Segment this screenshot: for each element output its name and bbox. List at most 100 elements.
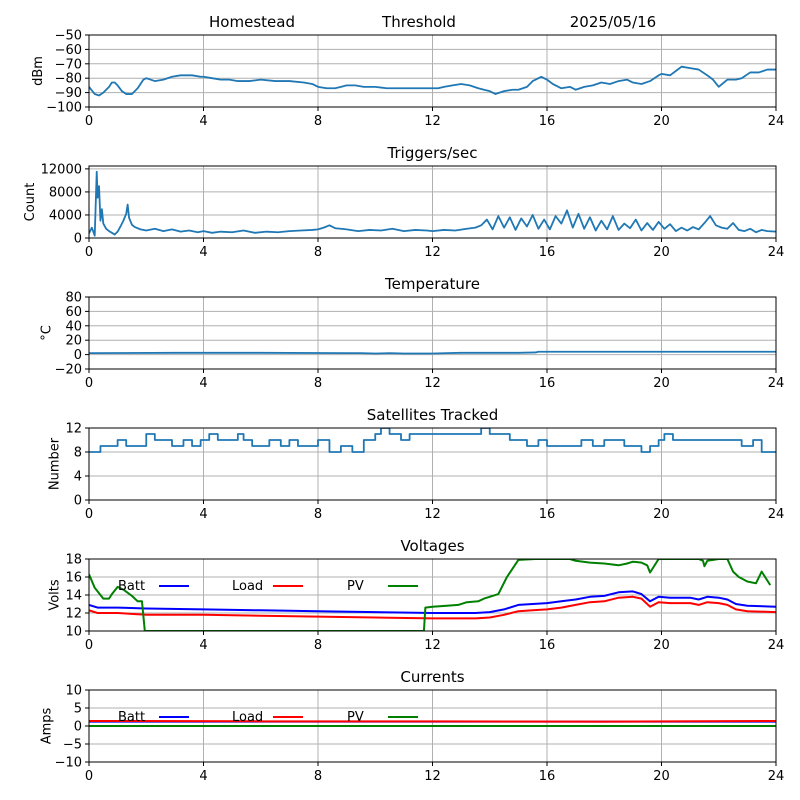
x-tick-label: 0: [85, 114, 93, 129]
y-tick-label: 8000: [49, 185, 82, 200]
panel-triggers: 0 4 8 12 16 20 24 0 4000 8000 12000 Triggers/sec Cou…: [23, 144, 784, 260]
x-tick-label: 24: [768, 114, 785, 129]
header-mode: Threshold: [381, 13, 456, 31]
y-tick-label: 14: [65, 589, 82, 604]
series-line-voltages-load: [89, 595, 776, 620]
y-axis-label: dBm: [31, 56, 46, 86]
y-tick-label: 12: [65, 422, 82, 437]
x-tick-label: 24: [768, 245, 785, 260]
y-tick-label: 20: [65, 334, 82, 349]
legend-label-batt: Batt: [118, 579, 145, 594]
y-axis-label: Number: [48, 437, 63, 490]
x-tick-label: 20: [653, 114, 670, 129]
x-tick-label: 24: [768, 507, 785, 522]
x-tick-label: 12: [424, 769, 441, 784]
x-tick-label: 16: [539, 769, 556, 784]
series-line-signal-0: [89, 65, 776, 97]
y-tick-label: −80: [55, 72, 82, 87]
y-tick-label: 10: [65, 625, 82, 640]
x-tick-label: 16: [539, 376, 556, 391]
x-tick-label: 12: [424, 245, 441, 260]
x-tick-label: 8: [314, 638, 322, 653]
chart-title: Triggers/sec: [387, 144, 478, 162]
legend-label-load: Load: [232, 710, 263, 725]
x-tick-label: 20: [653, 507, 670, 522]
panel-satellites: 0 4 8 12 16 20 24 0 4 8 12 Satellites Tracked Number: [48, 406, 785, 522]
y-tick-label: 5: [74, 702, 82, 717]
y-tick-label: 10: [65, 684, 82, 699]
y-tick-label: 60: [65, 305, 82, 320]
y-axis-label: Count: [23, 183, 38, 222]
y-tick-label: −90: [55, 86, 82, 101]
x-tick-label: 24: [768, 638, 785, 653]
x-tick-label: 12: [424, 114, 441, 129]
y-tick-label: 12: [65, 607, 82, 622]
y-tick-label: 0: [74, 494, 82, 509]
y-tick-label: 8: [74, 446, 82, 461]
header-date: 2025/05/16: [570, 13, 656, 31]
chart-title: Voltages: [400, 537, 464, 555]
series-line-currents-load: [89, 719, 776, 723]
x-tick-label: 16: [539, 507, 556, 522]
x-tick-label: 4: [199, 769, 207, 784]
y-tick-label: −100: [46, 101, 82, 116]
x-tick-label: 0: [85, 507, 93, 522]
x-tick-label: 0: [85, 638, 93, 653]
y-tick-label: 0: [74, 348, 82, 363]
y-axis-label: Volts: [48, 579, 63, 611]
x-tick-label: 4: [199, 638, 207, 653]
x-tick-label: 0: [85, 769, 93, 784]
x-tick-label: 12: [424, 638, 441, 653]
x-tick-label: 16: [539, 638, 556, 653]
y-tick-label: −20: [55, 363, 82, 378]
y-tick-label: −70: [55, 57, 82, 72]
y-tick-label: 0: [74, 232, 82, 247]
x-tick-label: 12: [424, 507, 441, 522]
legend-label-batt: Batt: [118, 710, 145, 725]
panel-signal: 0 4 8 12 16 20 24 −100−90−80−70−60−50 dBm: [31, 29, 784, 130]
legend-label-pv: PV: [347, 710, 364, 725]
x-tick-label: 0: [85, 245, 93, 260]
x-tick-label: 8: [314, 114, 322, 129]
x-tick-label: 8: [314, 769, 322, 784]
x-tick-label: 4: [199, 114, 207, 129]
x-tick-label: 16: [539, 114, 556, 129]
y-tick-label: 18: [65, 553, 82, 568]
x-tick-label: 0: [85, 376, 93, 391]
x-tick-label: 24: [768, 769, 785, 784]
y-tick-label: 80: [65, 291, 82, 306]
x-tick-label: 20: [653, 638, 670, 653]
x-tick-label: 16: [539, 245, 556, 260]
series-line-voltages-pv: [89, 559, 772, 631]
series-line-voltages-batt: [89, 590, 776, 614]
x-tick-label: 4: [199, 245, 207, 260]
x-tick-label: 8: [314, 245, 322, 260]
series-line-temperature-0: [89, 350, 776, 355]
panel-voltages: 0 4 8 12 16 20 24 10 12 14 16 18 Voltages Volts Batt Lo…: [48, 537, 785, 653]
x-tick-label: 4: [199, 376, 207, 391]
y-tick-label: −5: [63, 738, 82, 753]
y-tick-label: 40: [65, 319, 82, 334]
y-tick-label: −50: [55, 29, 82, 44]
y-axis-label: Amps: [39, 707, 54, 744]
x-tick-label: 8: [314, 376, 322, 391]
y-tick-label: 12000: [41, 162, 82, 177]
chart-title: Satellites Tracked: [367, 406, 498, 424]
y-tick-label: 0: [74, 720, 82, 735]
x-tick-label: 8: [314, 507, 322, 522]
legend-label-load: Load: [232, 579, 263, 594]
x-tick-label: 20: [653, 376, 670, 391]
series-line-satellites-0: [89, 428, 776, 453]
chart-title: Temperature: [384, 275, 480, 293]
y-tick-label: 4: [74, 470, 82, 485]
x-tick-label: 24: [768, 376, 785, 391]
x-tick-label: 20: [653, 245, 670, 260]
y-tick-label: 16: [65, 571, 82, 586]
legend-label-pv: PV: [347, 579, 364, 594]
y-tick-label: −60: [55, 43, 82, 58]
x-tick-label: 12: [424, 376, 441, 391]
chart-title: Currents: [400, 668, 464, 686]
y-tick-label: −10: [55, 756, 82, 771]
